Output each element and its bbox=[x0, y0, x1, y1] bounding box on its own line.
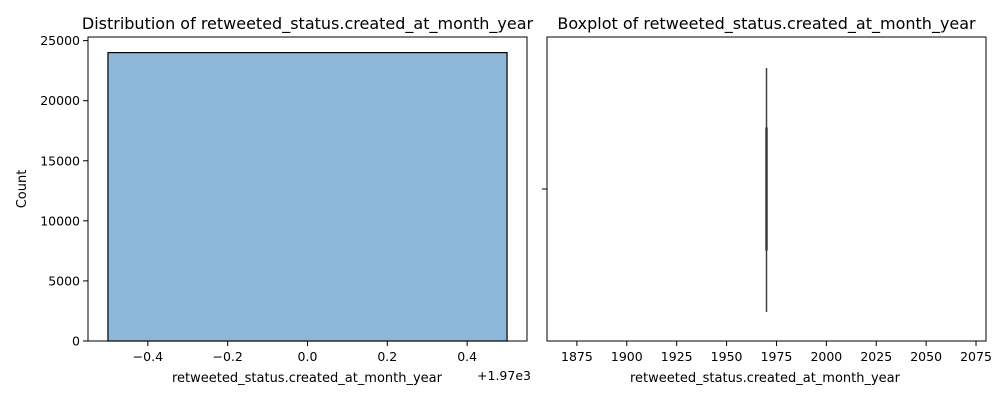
boxplot-x-ticks: 1875 1900 1925 1950 1975 2000 2025 2050 2075 bbox=[561, 341, 992, 364]
boxplot-title: Boxplot of retweeted_status.created_at_m… bbox=[557, 14, 976, 34]
boxplot-elements bbox=[765, 68, 768, 312]
histogram-x-tick-label: 0.2 bbox=[377, 349, 397, 364]
boxplot-x-tick-label: 2050 bbox=[910, 349, 942, 364]
histogram-y-tick-label: 25000 bbox=[40, 33, 80, 48]
boxplot-x-axis-label: retweeted_status.created_at_month_year bbox=[630, 371, 901, 386]
histogram-y-tick-label: 10000 bbox=[40, 213, 80, 228]
histogram-panel: Distribution of retweeted_status.created… bbox=[15, 14, 534, 386]
histogram-y-tick-label: 15000 bbox=[40, 153, 80, 168]
boxplot-x-tick-label: 1900 bbox=[611, 349, 643, 364]
histogram-title: Distribution of retweeted_status.created… bbox=[82, 14, 534, 34]
boxplot-x-tick-label: 1875 bbox=[561, 349, 593, 364]
histogram-y-tick-label: 20000 bbox=[40, 93, 80, 108]
histogram-bar bbox=[107, 52, 508, 342]
histogram-x-tick-label: 0.4 bbox=[457, 349, 477, 364]
histogram-y-axis-label: Count bbox=[15, 170, 30, 209]
histogram-x-tick-label: −0.2 bbox=[213, 349, 243, 364]
histogram-x-tick-label: −0.4 bbox=[133, 349, 163, 364]
boxplot-x-tick-label: 1925 bbox=[661, 349, 693, 364]
histogram-y-ticks: 0 5000 10000 15000 20000 25000 bbox=[40, 33, 88, 349]
histogram-x-axis-label: retweeted_status.created_at_month_year bbox=[172, 371, 443, 386]
boxplot-x-tick-label: 1975 bbox=[761, 349, 793, 364]
histogram-x-tick-label: 0.0 bbox=[298, 349, 318, 364]
boxplot-x-tick-label: 1950 bbox=[711, 349, 743, 364]
histogram-x-offset-label: +1.97e3 bbox=[477, 368, 531, 383]
boxplot-x-tick-label: 2000 bbox=[810, 349, 842, 364]
histogram-y-tick-label: 5000 bbox=[48, 273, 80, 288]
histogram-x-ticks: −0.4 −0.2 0.0 0.2 0.4 bbox=[133, 341, 477, 364]
histogram-y-tick-label: 0 bbox=[72, 334, 80, 349]
boxplot-panel: Boxplot of retweeted_status.created_at_m… bbox=[542, 14, 992, 386]
boxplot-x-tick-label: 2075 bbox=[960, 349, 992, 364]
boxplot-x-tick-label: 2025 bbox=[860, 349, 892, 364]
histogram-bars bbox=[107, 52, 508, 342]
